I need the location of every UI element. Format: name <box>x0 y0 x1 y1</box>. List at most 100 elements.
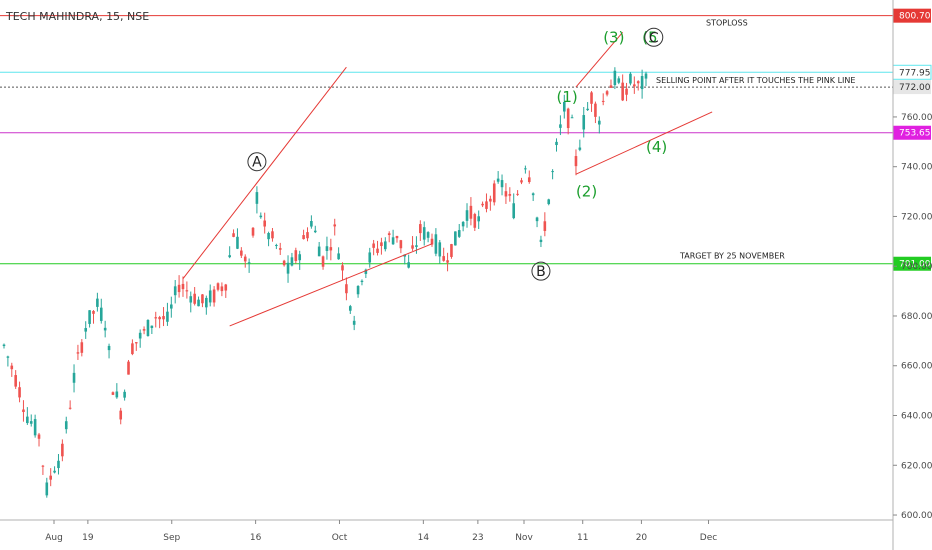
candle-body <box>500 180 504 188</box>
candle-body <box>240 250 243 256</box>
candle-body <box>189 296 193 303</box>
candle-body <box>6 356 10 358</box>
candle-body <box>391 237 395 245</box>
candle-body <box>481 203 484 206</box>
candle-body <box>594 103 597 117</box>
candle-body <box>49 475 52 480</box>
candle-body <box>76 352 80 354</box>
candle-body <box>64 421 68 430</box>
candle-body <box>360 280 364 283</box>
candle-body <box>477 216 480 222</box>
candle-body <box>364 269 368 274</box>
candle-body <box>380 242 383 247</box>
candle-body <box>578 147 582 150</box>
candle-body <box>609 85 613 88</box>
y-tick-label: 720.00 <box>901 212 932 222</box>
candle-body <box>205 297 208 308</box>
candle-body <box>80 342 84 353</box>
candle-body <box>146 320 150 337</box>
candle-body <box>625 88 628 95</box>
candle-body <box>294 250 298 262</box>
candle-body <box>543 221 547 231</box>
candle-body <box>310 220 313 227</box>
candle-body <box>442 256 445 261</box>
candle-body <box>138 332 142 339</box>
candle-body <box>337 253 340 260</box>
candle-body <box>68 407 72 409</box>
candle-body <box>422 227 426 240</box>
candle-body <box>275 244 278 246</box>
candle-body <box>119 410 123 420</box>
candle-body <box>255 192 259 204</box>
candle-body <box>368 252 372 263</box>
candle-body <box>348 306 352 311</box>
candle-body <box>103 327 107 331</box>
level-badge <box>893 256 931 271</box>
x-tick-label: Nov <box>515 533 533 543</box>
x-tick-label: Oct <box>332 533 348 543</box>
candle-body <box>407 262 410 268</box>
candle-body <box>352 320 356 325</box>
candle-body <box>527 177 531 183</box>
trendline <box>575 111 713 175</box>
candle-body <box>14 375 17 387</box>
trendline <box>575 32 624 88</box>
candle-body <box>193 293 196 304</box>
candle-body <box>267 233 270 240</box>
level-note: TARGET BY 25 NOVEMBER <box>679 252 785 261</box>
candle-body <box>629 73 632 84</box>
candle-body <box>166 311 169 322</box>
candle-body <box>259 215 263 218</box>
y-tick-label: 760.00 <box>901 113 932 123</box>
x-tick-label: 11 <box>577 533 588 543</box>
trendlines <box>182 32 713 327</box>
candle-body <box>434 234 438 254</box>
candle-body <box>170 304 173 309</box>
level-note: SELLING POINT AFTER IT TOUCHES THE PINK … <box>656 76 855 85</box>
circle-marker <box>644 27 664 47</box>
level-badge <box>893 8 931 23</box>
candle-body <box>605 91 609 95</box>
candle-body <box>601 100 605 102</box>
x-tick-label: 20 <box>636 533 648 543</box>
candle-body <box>33 419 37 436</box>
candle-body <box>465 210 469 221</box>
candle-body <box>325 246 329 251</box>
x-tick-label: 16 <box>250 533 262 543</box>
candle-body <box>504 191 508 197</box>
candle-body <box>2 344 6 347</box>
candle-body <box>127 361 130 375</box>
candle-body <box>306 232 309 239</box>
circle-marker <box>531 261 551 281</box>
candle-body <box>636 81 640 84</box>
candle-body <box>520 180 523 183</box>
level-badge-label: 800.70 <box>899 12 931 22</box>
level-badge <box>893 80 931 95</box>
candle-body <box>251 227 255 236</box>
candle-body <box>345 284 348 294</box>
candle-body <box>247 262 251 264</box>
candle-body <box>489 198 492 202</box>
y-tick-label: 700.00 <box>901 262 932 272</box>
candle-body <box>598 120 601 125</box>
y-tick-label: 620.00 <box>901 461 932 471</box>
candle-body <box>450 244 453 257</box>
candle-body <box>158 317 161 320</box>
candle-body <box>96 298 99 307</box>
candle-body <box>562 102 566 112</box>
candle-body <box>621 82 624 101</box>
candle-body <box>29 421 33 424</box>
candle-body <box>384 241 387 250</box>
candle-body <box>88 310 91 324</box>
candle-body <box>111 392 115 395</box>
candle-body <box>376 248 379 253</box>
candle-body <box>243 256 247 262</box>
x-tick-label: 23 <box>472 533 483 543</box>
wave-label: (3) <box>603 28 624 46</box>
candle-body <box>278 248 282 250</box>
candle-body <box>539 239 543 243</box>
candle-body <box>574 156 578 167</box>
candle-body <box>37 434 41 439</box>
